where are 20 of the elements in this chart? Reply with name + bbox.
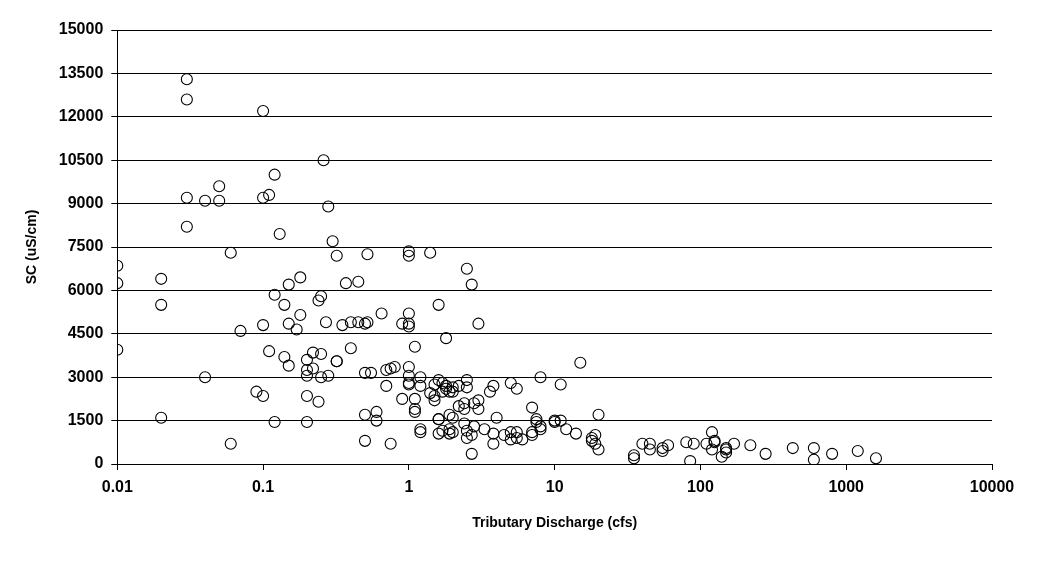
y-tick-label: 10500 xyxy=(58,150,104,168)
x-tick-label: 10 xyxy=(545,478,564,496)
x-tick-label: 1 xyxy=(404,478,414,496)
y-tick-label: 1500 xyxy=(67,411,104,429)
y-axis-title: SC (uS/cm) xyxy=(23,209,40,285)
y-tick-label: 15000 xyxy=(58,20,104,38)
x-tick-label: 1000 xyxy=(828,478,865,496)
x-tick-label: 100 xyxy=(687,478,714,496)
x-tick-label: 10000 xyxy=(969,478,1015,496)
y-tick-label: 13500 xyxy=(58,63,104,81)
y-tick-label: 0 xyxy=(94,454,104,472)
y-tick-label: 12000 xyxy=(58,107,104,125)
y-tick-label: 4500 xyxy=(67,324,104,342)
y-tick-label: 9000 xyxy=(67,194,104,212)
y-tick-label: 6000 xyxy=(67,280,104,298)
x-tick-label: 0.1 xyxy=(251,478,275,496)
x-tick-label: 0.01 xyxy=(101,478,133,496)
x-axis-title: Tributary Discharge (cfs) xyxy=(472,514,638,531)
y-tick-label: 3000 xyxy=(67,367,104,385)
y-tick-label: 7500 xyxy=(67,237,104,255)
